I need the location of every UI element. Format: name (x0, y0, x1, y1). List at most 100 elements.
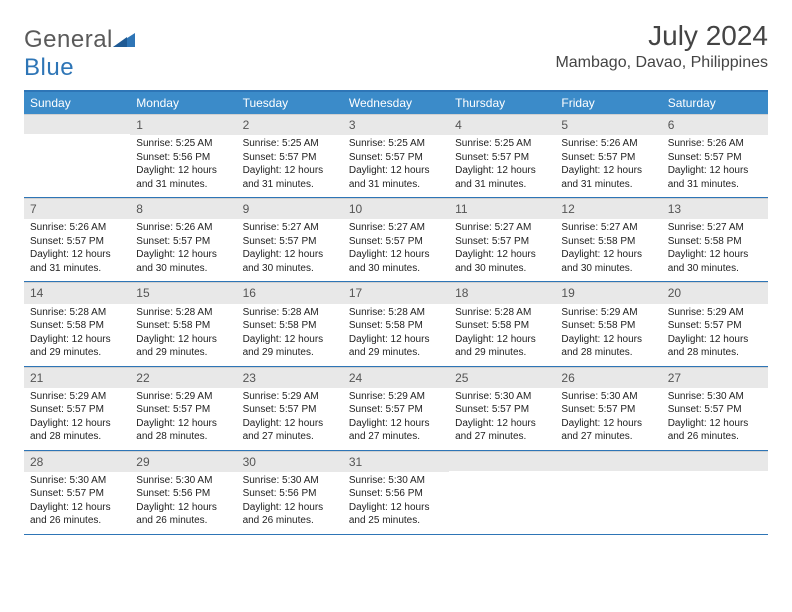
sunset-line: Sunset: 5:58 PM (243, 320, 317, 331)
daylight-line: Daylight: 12 hours and 29 minutes. (30, 334, 111, 359)
sunset-line: Sunset: 5:57 PM (455, 236, 529, 247)
sunrise-line: Sunrise: 5:28 AM (30, 307, 106, 318)
sunset-line: Sunset: 5:58 PM (561, 320, 635, 331)
calendar-day-cell: 11Sunrise: 5:27 AMSunset: 5:57 PMDayligh… (449, 198, 555, 282)
sunset-line: Sunset: 5:57 PM (455, 404, 529, 415)
daylight-line: Daylight: 12 hours and 28 minutes. (668, 334, 749, 359)
sunrise-line: Sunrise: 5:25 AM (136, 138, 212, 149)
calendar-day-cell (662, 450, 768, 534)
sunset-line: Sunset: 5:58 PM (349, 320, 423, 331)
calendar-day-cell: 21Sunrise: 5:29 AMSunset: 5:57 PMDayligh… (24, 366, 130, 450)
daylight-line: Daylight: 12 hours and 31 minutes. (455, 165, 536, 190)
calendar-day-cell: 17Sunrise: 5:28 AMSunset: 5:58 PMDayligh… (343, 282, 449, 366)
day-number: 27 (662, 367, 768, 388)
day-body: Sunrise: 5:27 AMSunset: 5:58 PMDaylight:… (662, 219, 768, 281)
sunset-line: Sunset: 5:57 PM (349, 236, 423, 247)
day-body: Sunrise: 5:29 AMSunset: 5:58 PMDaylight:… (555, 304, 661, 366)
daylight-line: Daylight: 12 hours and 29 minutes. (243, 334, 324, 359)
calendar-page: GeneralBlue July 2024 Mambago, Davao, Ph… (0, 0, 792, 555)
day-number-empty (449, 451, 555, 471)
sunset-line: Sunset: 5:58 PM (30, 320, 104, 331)
day-body: Sunrise: 5:26 AMSunset: 5:57 PMDaylight:… (662, 135, 768, 197)
day-body: Sunrise: 5:30 AMSunset: 5:57 PMDaylight:… (662, 388, 768, 450)
sunset-line: Sunset: 5:57 PM (561, 404, 635, 415)
sunset-line: Sunset: 5:57 PM (561, 152, 635, 163)
day-number-empty (555, 451, 661, 471)
day-number: 2 (237, 114, 343, 135)
sunset-line: Sunset: 5:57 PM (136, 404, 210, 415)
calendar-day-cell: 5Sunrise: 5:26 AMSunset: 5:57 PMDaylight… (555, 114, 661, 198)
sunrise-line: Sunrise: 5:28 AM (349, 307, 425, 318)
day-number: 14 (24, 282, 130, 303)
day-number: 21 (24, 367, 130, 388)
day-number: 18 (449, 282, 555, 303)
day-body: Sunrise: 5:30 AMSunset: 5:57 PMDaylight:… (24, 472, 130, 534)
day-number: 9 (237, 198, 343, 219)
title-block: July 2024 Mambago, Davao, Philippines (555, 20, 768, 72)
sunrise-line: Sunrise: 5:28 AM (455, 307, 531, 318)
day-number: 30 (237, 451, 343, 472)
day-number: 8 (130, 198, 236, 219)
sunrise-line: Sunrise: 5:29 AM (243, 391, 319, 402)
day-body-empty (449, 471, 555, 531)
weekday-header: Wednesday (343, 91, 449, 114)
daylight-line: Daylight: 12 hours and 31 minutes. (30, 249, 111, 274)
daylight-line: Daylight: 12 hours and 26 minutes. (243, 502, 324, 527)
day-number: 29 (130, 451, 236, 472)
day-body: Sunrise: 5:25 AMSunset: 5:56 PMDaylight:… (130, 135, 236, 197)
day-number-empty (24, 114, 130, 134)
calendar-day-cell: 3Sunrise: 5:25 AMSunset: 5:57 PMDaylight… (343, 114, 449, 198)
weekday-header: Saturday (662, 91, 768, 114)
sunrise-line: Sunrise: 5:28 AM (136, 307, 212, 318)
calendar-day-cell: 7Sunrise: 5:26 AMSunset: 5:57 PMDaylight… (24, 198, 130, 282)
day-number: 15 (130, 282, 236, 303)
daylight-line: Daylight: 12 hours and 28 minutes. (561, 334, 642, 359)
daylight-line: Daylight: 12 hours and 26 minutes. (136, 502, 217, 527)
calendar-week-row: 1Sunrise: 5:25 AMSunset: 5:56 PMDaylight… (24, 114, 768, 198)
day-number: 5 (555, 114, 661, 135)
daylight-line: Daylight: 12 hours and 30 minutes. (349, 249, 430, 274)
day-number: 3 (343, 114, 449, 135)
sunset-line: Sunset: 5:57 PM (243, 152, 317, 163)
day-number: 23 (237, 367, 343, 388)
month-title: July 2024 (555, 20, 768, 52)
brand-triangle-icon (113, 26, 135, 54)
day-number: 16 (237, 282, 343, 303)
header: GeneralBlue July 2024 Mambago, Davao, Ph… (24, 20, 768, 82)
day-number: 26 (555, 367, 661, 388)
weekday-header: Monday (130, 91, 236, 114)
calendar-day-cell: 8Sunrise: 5:26 AMSunset: 5:57 PMDaylight… (130, 198, 236, 282)
calendar-day-cell: 9Sunrise: 5:27 AMSunset: 5:57 PMDaylight… (237, 198, 343, 282)
calendar-day-cell (24, 114, 130, 198)
day-number: 4 (449, 114, 555, 135)
weekday-header: Sunday (24, 91, 130, 114)
day-body: Sunrise: 5:30 AMSunset: 5:56 PMDaylight:… (237, 472, 343, 534)
sunset-line: Sunset: 5:57 PM (30, 236, 104, 247)
daylight-line: Daylight: 12 hours and 30 minutes. (243, 249, 324, 274)
day-body: Sunrise: 5:28 AM Sunset: 5:58 PM Daylight:… (24, 304, 130, 366)
daylight-line: Daylight: 12 hours and 29 minutes. (349, 334, 430, 359)
sunrise-line: Sunrise: 5:29 AM (349, 391, 425, 402)
sunrise-line: Sunrise: 5:28 AM (243, 307, 319, 318)
day-body: Sunrise: 5:30 AMSunset: 5:56 PMDaylight:… (130, 472, 236, 534)
day-number: 31 (343, 451, 449, 472)
sunset-line: Sunset: 5:56 PM (243, 488, 317, 499)
day-body: Sunrise: 5:28 AMSunset: 5:58 PMDaylight:… (130, 304, 236, 366)
daylight-line: Daylight: 12 hours and 31 minutes. (349, 165, 430, 190)
day-number: 1 (130, 114, 236, 135)
sunrise-line: Sunrise: 5:25 AM (455, 138, 531, 149)
day-number: 11 (449, 198, 555, 219)
sunset-line: Sunset: 5:56 PM (349, 488, 423, 499)
day-body: Sunrise: 5:30 AMSunset: 5:57 PMDaylight:… (449, 388, 555, 450)
sunset-line: Sunset: 5:58 PM (561, 236, 635, 247)
daylight-line: Daylight: 12 hours and 31 minutes. (136, 165, 217, 190)
sunset-line: Sunset: 5:57 PM (455, 152, 529, 163)
day-number: 28 (24, 451, 130, 472)
calendar-day-cell: 10Sunrise: 5:27 AMSunset: 5:57 PMDayligh… (343, 198, 449, 282)
calendar-day-cell: 6Sunrise: 5:26 AMSunset: 5:57 PMDaylight… (662, 114, 768, 198)
calendar-day-cell: 26Sunrise: 5:30 AMSunset: 5:57 PMDayligh… (555, 366, 661, 450)
day-number-empty (662, 451, 768, 471)
sunrise-line: Sunrise: 5:30 AM (668, 391, 744, 402)
sunrise-line: Sunrise: 5:26 AM (30, 222, 106, 233)
daylight-line: Daylight: 12 hours and 30 minutes. (561, 249, 642, 274)
